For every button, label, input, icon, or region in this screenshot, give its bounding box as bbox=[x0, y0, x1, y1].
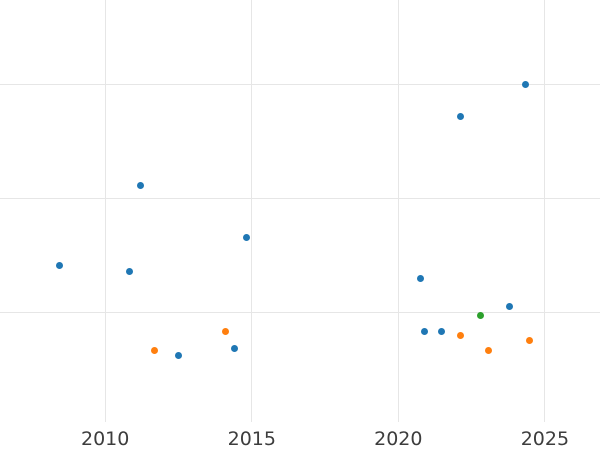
y-gridline bbox=[0, 84, 600, 85]
data-point-orange bbox=[484, 347, 492, 355]
data-point-blue bbox=[55, 261, 63, 269]
data-point-orange bbox=[526, 336, 534, 344]
data-point-blue bbox=[505, 302, 513, 310]
x-tick-label: 2020 bbox=[374, 428, 423, 450]
data-point-blue bbox=[125, 268, 133, 276]
data-point-blue bbox=[521, 81, 529, 88]
x-gridline bbox=[544, 0, 546, 422]
y-gridline bbox=[0, 312, 600, 314]
data-point-orange bbox=[151, 347, 159, 355]
data-point-green bbox=[476, 311, 484, 319]
data-point-orange bbox=[221, 327, 229, 335]
x-gridline bbox=[104, 0, 106, 422]
y-gridline bbox=[0, 198, 600, 200]
x-gridline bbox=[397, 0, 399, 422]
x-gridline bbox=[251, 0, 253, 422]
data-point-blue bbox=[420, 327, 428, 335]
data-point-orange bbox=[456, 332, 464, 340]
data-point-blue bbox=[242, 234, 250, 242]
x-tick-label: 2015 bbox=[227, 428, 276, 450]
data-point-blue bbox=[230, 344, 238, 352]
data-point-blue bbox=[174, 351, 182, 359]
x-tick-label: 2010 bbox=[81, 428, 130, 450]
x-tick-label: 2025 bbox=[520, 428, 570, 450]
data-point-blue bbox=[417, 275, 425, 283]
data-point-blue bbox=[456, 113, 464, 120]
data-point-blue bbox=[136, 181, 144, 189]
data-point-blue bbox=[437, 327, 445, 335]
